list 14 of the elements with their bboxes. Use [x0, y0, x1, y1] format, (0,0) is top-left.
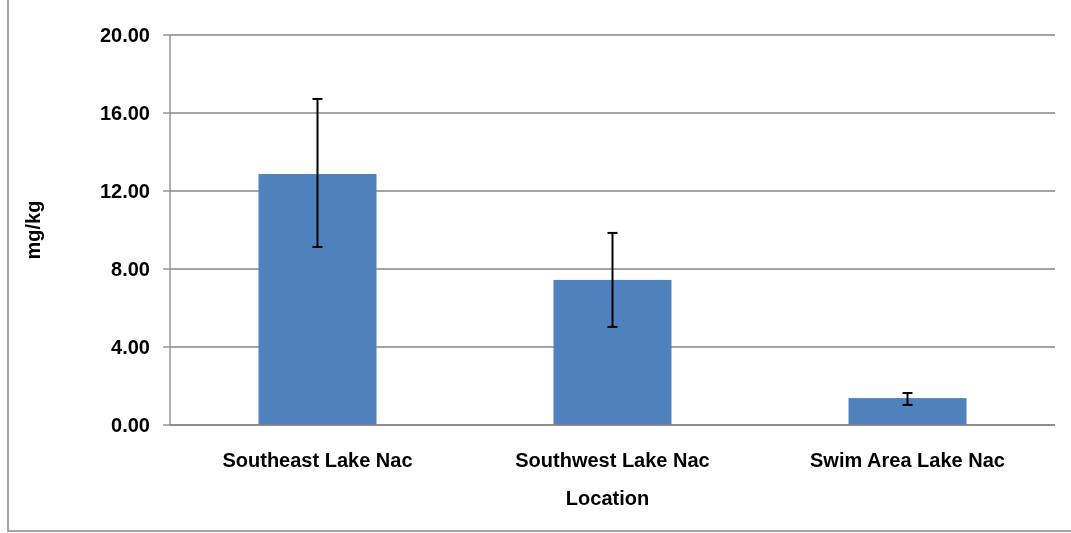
- y-tick-label: 16.00: [99, 102, 150, 124]
- y-tick-label: 0.00: [111, 414, 150, 436]
- bar: [848, 398, 967, 425]
- y-tick-label: 12.00: [99, 180, 150, 202]
- x-tick-label: Southwest Lake Nac: [515, 449, 710, 471]
- x-tick-label: Southeast Lake Nac: [222, 449, 413, 471]
- bar: [553, 279, 672, 425]
- y-axis-title: mg/kg: [22, 200, 44, 260]
- y-tick-label: 4.00: [111, 336, 150, 358]
- x-tick-label: Swim Area Lake Nac: [810, 449, 1005, 471]
- bar: [258, 174, 377, 425]
- x-axis-title: Location: [565, 487, 650, 509]
- y-tick-label: 8.00: [111, 258, 150, 280]
- y-tick-label: 20.00: [99, 24, 150, 46]
